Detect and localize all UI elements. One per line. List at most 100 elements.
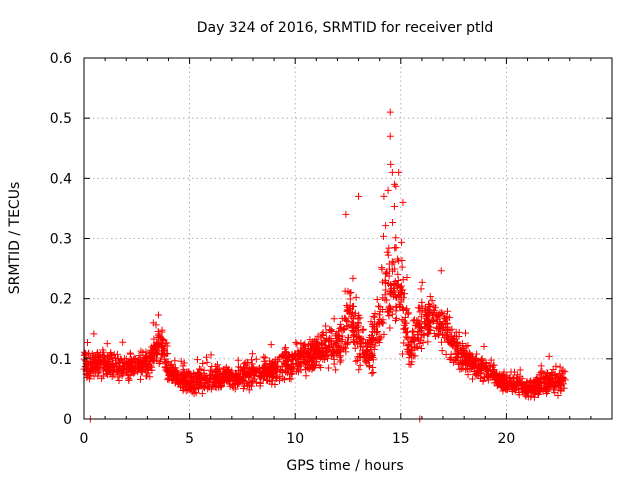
data-point	[248, 356, 256, 364]
x-axis-label: GPS time / hours	[286, 458, 403, 474]
data-point	[438, 338, 446, 346]
data-point	[263, 370, 271, 378]
data-point	[453, 353, 461, 361]
data-point	[107, 349, 115, 357]
data-point	[114, 373, 122, 381]
data-point	[338, 314, 346, 322]
data-point	[447, 333, 455, 341]
data-point	[245, 386, 253, 394]
data-point	[116, 359, 124, 367]
data-point	[208, 362, 216, 370]
data-point	[431, 332, 439, 340]
data-point	[182, 374, 190, 382]
data-point	[390, 279, 398, 287]
data-point	[89, 364, 97, 372]
data-point	[241, 369, 249, 377]
data-point	[91, 355, 99, 363]
data-point	[103, 340, 111, 348]
data-point	[265, 365, 273, 373]
data-point	[407, 347, 415, 355]
data-point	[180, 380, 188, 388]
data-point	[403, 305, 411, 313]
data-point	[541, 373, 549, 381]
data-point	[249, 364, 257, 372]
data-point	[330, 315, 338, 323]
data-point	[256, 371, 264, 379]
data-point	[193, 356, 201, 364]
data-point	[388, 258, 396, 266]
data-point	[471, 356, 479, 364]
data-point	[105, 361, 113, 369]
data-point	[441, 325, 449, 333]
data-point	[426, 326, 434, 334]
data-point	[343, 307, 351, 315]
data-point	[330, 348, 338, 356]
data-point	[337, 356, 345, 364]
data-point	[399, 306, 407, 314]
data-point	[552, 362, 560, 370]
data-point	[369, 356, 377, 364]
data-point	[194, 383, 202, 391]
data-point	[404, 310, 412, 318]
data-point	[148, 366, 156, 374]
data-point	[376, 303, 384, 311]
data-point	[157, 354, 165, 362]
data-point	[386, 324, 394, 332]
data-point	[334, 331, 342, 339]
data-point	[322, 322, 330, 330]
data-point	[438, 347, 446, 355]
data-point	[498, 376, 506, 384]
data-point	[333, 337, 341, 345]
data-point	[473, 366, 481, 374]
data-point	[319, 348, 327, 356]
data-point	[478, 366, 486, 374]
data-point	[190, 384, 198, 392]
data-point	[409, 317, 417, 325]
data-point	[281, 376, 289, 384]
data-point	[343, 323, 351, 331]
data-point	[443, 330, 451, 338]
data-point	[281, 344, 289, 352]
data-point	[355, 366, 363, 374]
data-point	[302, 372, 310, 380]
data-point	[417, 345, 425, 353]
data-point	[545, 352, 553, 360]
data-point	[489, 363, 497, 371]
data-point	[100, 351, 108, 359]
data-point	[390, 288, 398, 296]
data-point	[302, 365, 310, 373]
data-point	[412, 322, 420, 330]
data-point	[362, 350, 370, 358]
data-point	[352, 357, 360, 365]
data-point	[354, 320, 362, 328]
data-point	[437, 327, 445, 335]
data-point	[409, 327, 417, 335]
data-point	[530, 393, 538, 401]
data-point	[150, 335, 158, 343]
data-point	[125, 360, 133, 368]
data-point	[155, 332, 163, 340]
data-point	[532, 381, 540, 389]
data-point	[417, 324, 425, 332]
data-point	[337, 323, 345, 331]
data-point	[378, 264, 386, 272]
data-point	[469, 375, 477, 383]
data-point	[370, 345, 378, 353]
data-point	[411, 316, 419, 324]
data-point	[335, 342, 343, 350]
data-point	[386, 132, 394, 140]
data-point	[426, 292, 434, 300]
data-point	[203, 353, 211, 361]
data-point	[514, 377, 522, 385]
data-point	[115, 376, 123, 384]
data-point	[161, 363, 169, 371]
data-point	[402, 329, 410, 337]
data-point	[312, 361, 320, 369]
data-point	[355, 328, 363, 336]
data-point	[252, 368, 260, 376]
data-point	[112, 356, 120, 364]
data-point	[235, 367, 243, 375]
data-point	[378, 319, 386, 327]
data-point	[555, 383, 563, 391]
data-point	[172, 367, 180, 375]
